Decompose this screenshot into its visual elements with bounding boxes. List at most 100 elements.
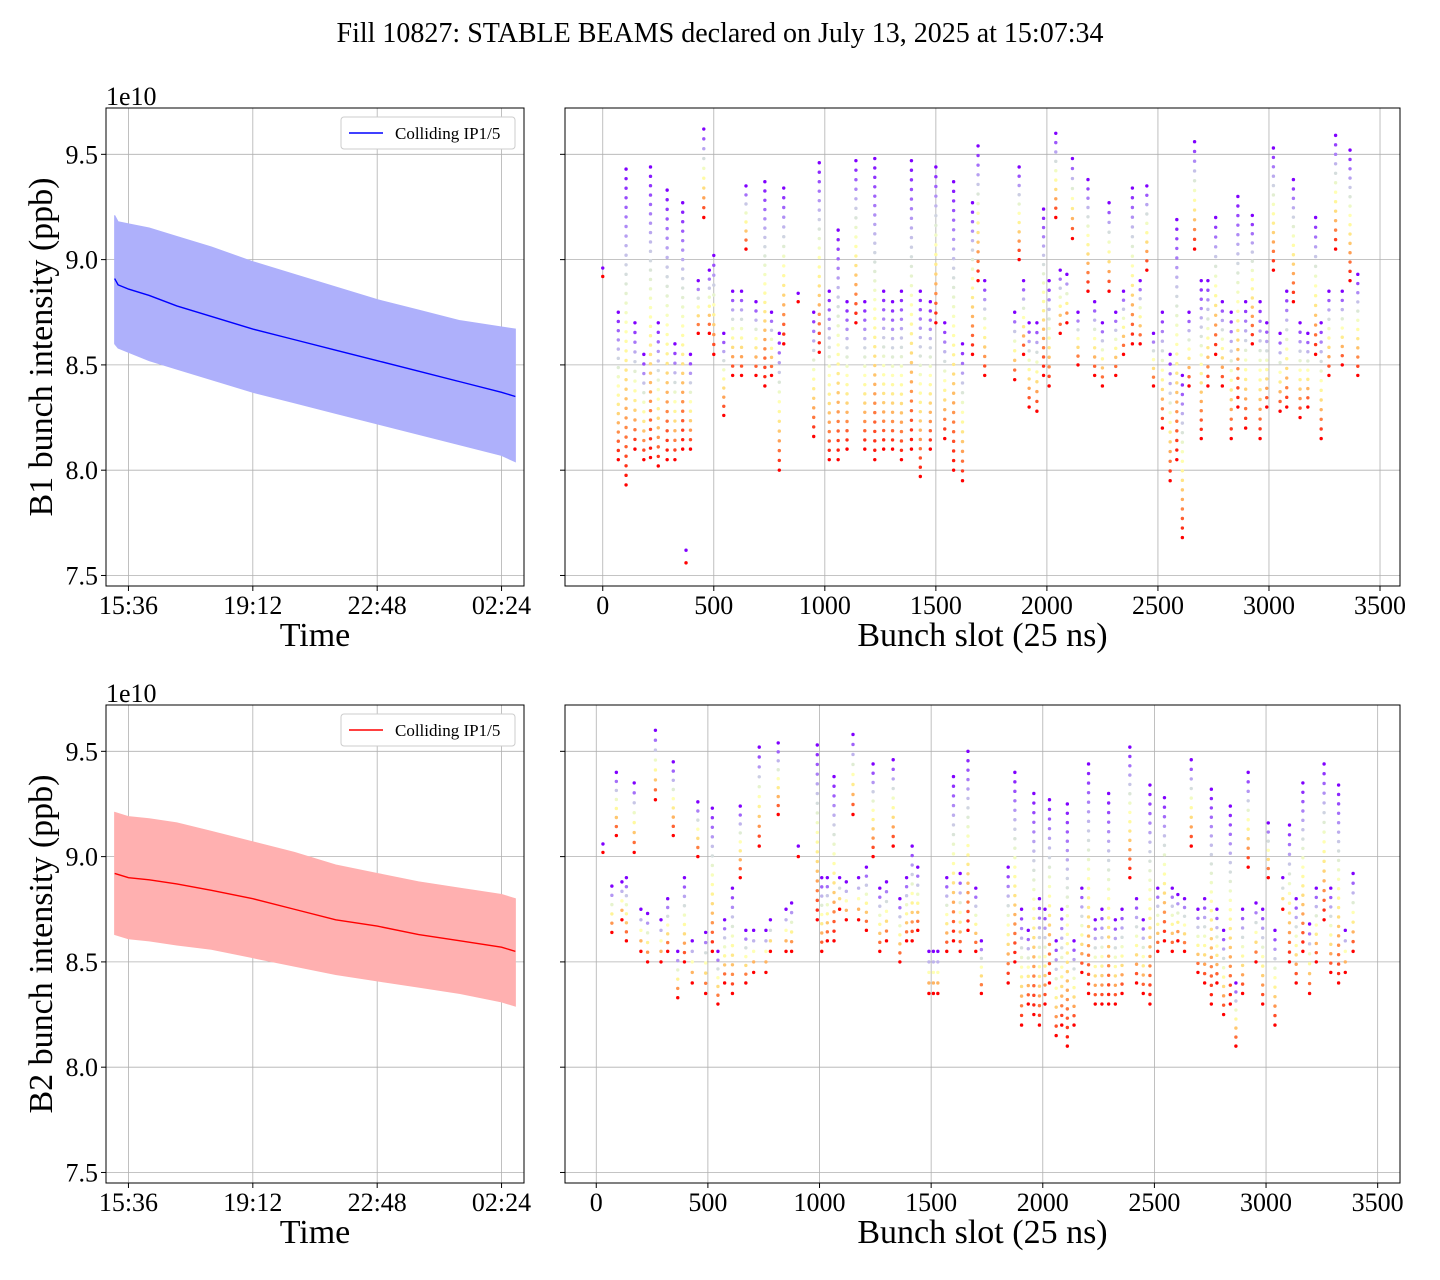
data-point — [1047, 807, 1052, 812]
data-point — [624, 186, 628, 190]
data-point — [1209, 918, 1214, 922]
data-point — [763, 365, 767, 370]
data-point — [812, 310, 816, 314]
data-point — [680, 295, 685, 300]
data-point — [1298, 321, 1302, 325]
data-point — [881, 298, 886, 303]
data-point — [777, 351, 782, 355]
data-point — [1336, 934, 1341, 938]
data-point — [1076, 319, 1080, 323]
data-point — [1065, 292, 1069, 296]
data-point — [958, 871, 962, 876]
data-point — [1199, 325, 1203, 329]
bunch-train — [951, 180, 956, 472]
bunch-train — [1336, 783, 1341, 985]
data-point — [1273, 985, 1277, 989]
data-point — [1086, 233, 1090, 238]
data-point — [624, 272, 628, 277]
data-point — [936, 981, 940, 985]
data-point — [1160, 329, 1165, 334]
data-point — [881, 438, 886, 442]
data-point — [1189, 777, 1193, 781]
data-point — [1027, 395, 1031, 400]
data-point — [1013, 808, 1017, 812]
data-point — [665, 429, 669, 433]
data-point — [1180, 507, 1185, 511]
data-point — [684, 561, 688, 565]
data-point — [928, 336, 933, 341]
data-point — [707, 331, 712, 336]
bunch-train — [976, 144, 980, 283]
data-point — [1106, 849, 1111, 853]
data-point — [1065, 1007, 1070, 1011]
data-point — [1260, 954, 1265, 959]
data-point — [1327, 317, 1331, 321]
data-point — [1250, 305, 1255, 309]
data-point — [878, 904, 882, 908]
data-point — [815, 908, 819, 912]
data-point — [782, 196, 786, 200]
data-point — [680, 428, 685, 432]
data-point — [688, 371, 693, 376]
data-point — [1134, 906, 1139, 910]
data-point — [1170, 904, 1174, 908]
data-point — [696, 845, 700, 850]
data-point — [976, 240, 980, 244]
data-point — [1220, 365, 1225, 369]
data-point — [764, 949, 768, 954]
data-point — [836, 333, 840, 338]
data-point — [1006, 923, 1010, 927]
bunch-train — [1314, 886, 1318, 964]
data-point — [970, 305, 975, 309]
data-point — [909, 187, 914, 192]
data-point — [854, 168, 858, 172]
data-point — [951, 910, 956, 914]
data-point — [676, 949, 680, 954]
data-point — [854, 273, 858, 277]
bunch-train — [616, 310, 620, 462]
data-point — [1336, 792, 1341, 797]
data-point — [1060, 994, 1064, 998]
data-point — [1240, 982, 1245, 986]
data-point — [1013, 320, 1017, 324]
data-point — [1162, 853, 1167, 857]
data-point — [1307, 932, 1312, 936]
data-point — [1336, 858, 1341, 863]
data-point — [738, 822, 742, 826]
data-point — [1043, 964, 1047, 968]
data-point — [1076, 328, 1080, 332]
data-point — [777, 360, 782, 365]
data-point — [878, 913, 882, 917]
data-point — [1236, 194, 1240, 199]
data-point — [1100, 366, 1105, 370]
data-point — [1319, 350, 1323, 354]
data-point — [1221, 928, 1226, 933]
bunch-train — [1032, 791, 1036, 1017]
data-point — [1019, 955, 1024, 960]
data-point — [1019, 946, 1024, 950]
data-point — [1250, 277, 1255, 282]
data-point — [1168, 362, 1172, 366]
data-point — [884, 909, 889, 914]
data-point — [1236, 405, 1240, 409]
data-point — [898, 897, 902, 901]
data-point — [943, 388, 947, 393]
data-point — [1070, 166, 1075, 171]
data-point — [1162, 881, 1167, 886]
data-point — [1258, 417, 1262, 421]
data-point — [909, 418, 914, 422]
data-point — [1019, 984, 1024, 989]
data-point — [979, 956, 984, 961]
data-point — [1294, 897, 1298, 901]
data-point — [616, 328, 620, 333]
data-point — [1265, 367, 1269, 372]
data-point — [659, 918, 663, 922]
data-point — [976, 173, 980, 177]
data-point — [1026, 974, 1030, 979]
data-point — [1175, 400, 1179, 404]
data-point — [1060, 984, 1064, 989]
data-point — [1213, 215, 1218, 220]
data-point — [614, 833, 619, 838]
data-point — [1151, 366, 1156, 371]
data-point — [744, 937, 748, 941]
